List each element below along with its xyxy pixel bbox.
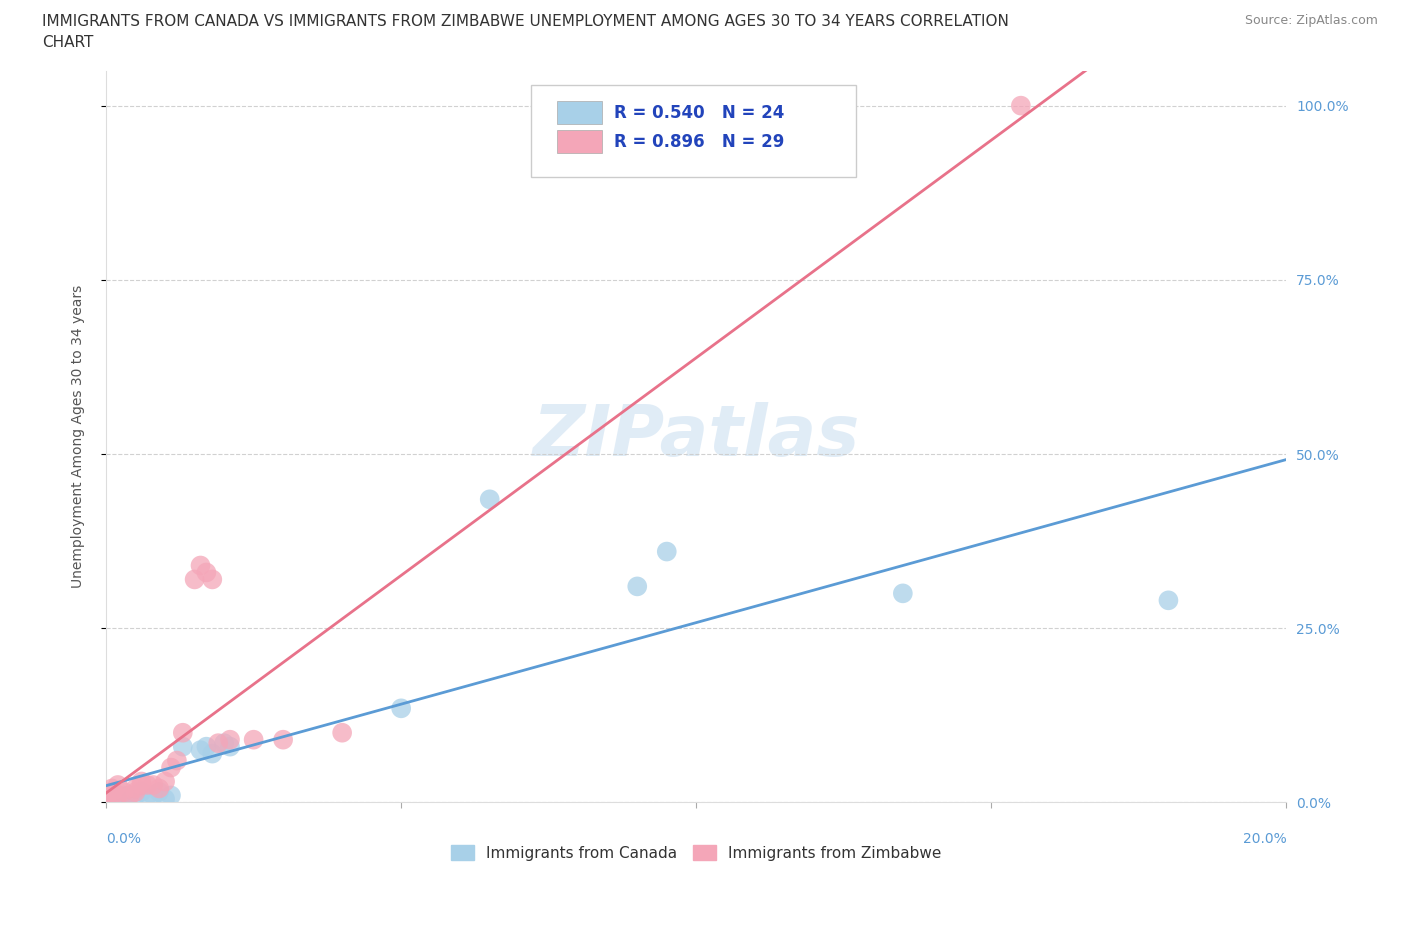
Point bbox=[136, 788, 159, 803]
Point bbox=[112, 788, 135, 803]
Point bbox=[626, 579, 648, 594]
Point bbox=[1010, 99, 1032, 113]
Point bbox=[1157, 593, 1180, 608]
Point bbox=[166, 753, 188, 768]
Bar bbox=[557, 130, 602, 153]
Point bbox=[195, 565, 218, 580]
Point bbox=[124, 781, 146, 796]
Point bbox=[271, 732, 294, 747]
Y-axis label: Unemployment Among Ages 30 to 34 years: Unemployment Among Ages 30 to 34 years bbox=[72, 285, 86, 588]
Point bbox=[101, 785, 124, 800]
Text: R = 0.540   N = 24: R = 0.540 N = 24 bbox=[613, 103, 785, 122]
Point bbox=[389, 701, 412, 716]
Point bbox=[655, 544, 678, 559]
Point bbox=[142, 788, 165, 803]
Point bbox=[478, 492, 501, 507]
Point bbox=[183, 572, 205, 587]
Point bbox=[101, 791, 124, 806]
Point bbox=[148, 781, 170, 796]
Text: 0.0%: 0.0% bbox=[105, 831, 141, 845]
Point bbox=[107, 788, 129, 803]
Point bbox=[153, 791, 176, 806]
Point bbox=[124, 788, 146, 803]
Point bbox=[190, 558, 212, 573]
Point bbox=[219, 732, 242, 747]
Text: Source: ZipAtlas.com: Source: ZipAtlas.com bbox=[1244, 14, 1378, 27]
Point bbox=[94, 791, 117, 806]
Point bbox=[94, 791, 117, 806]
Legend: Immigrants from Canada, Immigrants from Zimbabwe: Immigrants from Canada, Immigrants from … bbox=[451, 844, 941, 860]
Point bbox=[142, 777, 165, 792]
Point bbox=[160, 788, 183, 803]
Point bbox=[124, 785, 146, 800]
Point bbox=[891, 586, 914, 601]
Point bbox=[112, 785, 135, 800]
Point bbox=[101, 781, 124, 796]
Point bbox=[172, 739, 194, 754]
Point bbox=[242, 732, 264, 747]
Point bbox=[172, 725, 194, 740]
Point bbox=[118, 788, 141, 803]
Point bbox=[131, 774, 153, 789]
Text: IMMIGRANTS FROM CANADA VS IMMIGRANTS FROM ZIMBABWE UNEMPLOYMENT AMONG AGES 30 TO: IMMIGRANTS FROM CANADA VS IMMIGRANTS FRO… bbox=[42, 14, 1010, 29]
Point bbox=[330, 725, 353, 740]
Text: ZIPatlas: ZIPatlas bbox=[533, 402, 860, 472]
Point bbox=[107, 788, 129, 803]
Point bbox=[101, 788, 124, 803]
Point bbox=[201, 572, 224, 587]
Text: CHART: CHART bbox=[42, 35, 94, 50]
FancyBboxPatch shape bbox=[531, 86, 856, 177]
Point bbox=[207, 736, 229, 751]
Text: 20.0%: 20.0% bbox=[1243, 831, 1286, 845]
Point bbox=[195, 739, 218, 754]
Bar bbox=[557, 100, 602, 125]
Point bbox=[131, 785, 153, 800]
Point bbox=[190, 743, 212, 758]
Point bbox=[201, 746, 224, 761]
Point bbox=[131, 777, 153, 792]
Point bbox=[118, 788, 141, 803]
Text: R = 0.896   N = 29: R = 0.896 N = 29 bbox=[613, 133, 785, 151]
Point bbox=[160, 760, 183, 775]
Point bbox=[148, 785, 170, 800]
Point bbox=[153, 774, 176, 789]
Point bbox=[212, 736, 235, 751]
Point bbox=[107, 777, 129, 792]
Point bbox=[219, 739, 242, 754]
Point bbox=[136, 777, 159, 792]
